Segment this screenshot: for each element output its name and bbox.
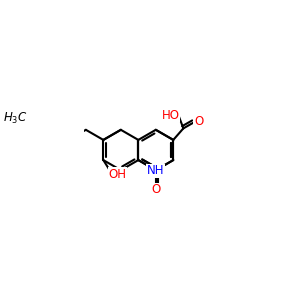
Text: OH: OH (109, 168, 127, 181)
Text: $H_3C$: $H_3C$ (3, 111, 28, 126)
Text: O: O (194, 116, 203, 128)
Text: O: O (151, 183, 160, 196)
Text: NH: NH (147, 164, 165, 177)
Text: HO: HO (161, 109, 179, 122)
